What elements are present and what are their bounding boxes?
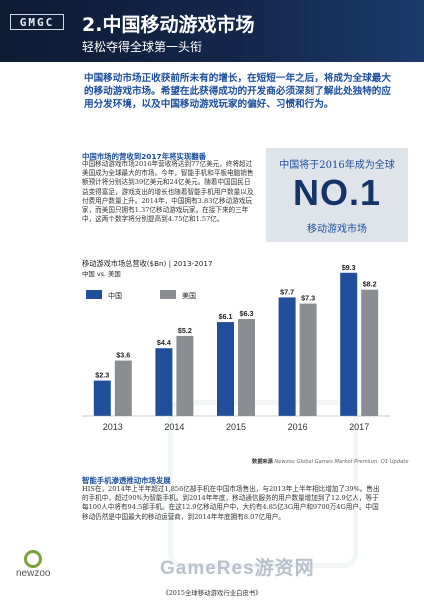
stat-callout-box: 中国将于2016年成为全球 NO.1 移动游戏市场 — [266, 148, 408, 242]
stat-lead-text: 中国将于2016年成为全球 — [279, 160, 395, 171]
bar-2017-0 — [340, 272, 358, 416]
smartphone-body: HIS在，2014年上半年超过1,856亿部手机在中国市场售出，与2013年上半… — [82, 485, 380, 521]
section-title: 2.中国移动游戏市场 — [82, 14, 255, 36]
x-tick-label-2017: 2017 — [349, 422, 369, 432]
x-tick-label-2015: 2015 — [226, 422, 246, 432]
header-band: GMGC 2.中国移动游戏市场 轻松夺得全球第一头衔 — [0, 0, 424, 62]
newzoo-brand: newzoo — [16, 568, 51, 579]
chart-title: 移动游戏市场总营收($Bn) | 2013-2017 — [82, 259, 213, 268]
bar-value-label-2016-0: $7.7 — [280, 287, 294, 296]
bar-2014-0 — [155, 348, 173, 416]
bar-value-label-2016-1: $7.3 — [301, 294, 315, 303]
bar-2016-1 — [299, 303, 317, 416]
source-text: Newzoo Global Games Market Premium, Q1 U… — [274, 459, 409, 465]
revenue-bar-chart: 中国 美国 $2.3 $3.6 2013 $4.4 $5.2 2014 $6.1 $6.3 2015… — [82, 263, 390, 432]
smartphone-heading: 智能手机渗透推动市场发展 — [82, 476, 171, 485]
bar-2016-0 — [278, 297, 296, 416]
bar-2015-1 — [238, 318, 255, 416]
newzoo-logo-icon — [24, 550, 42, 568]
bar-2013-1 — [114, 360, 132, 416]
gmgc-logo: GMGC — [10, 14, 64, 30]
source-label: 数据来源 — [252, 459, 273, 465]
bar-2015-0 — [217, 322, 234, 416]
stat-number-one: NO.1 — [292, 172, 382, 213]
bar-2017-1 — [361, 289, 379, 416]
chart-source: 数据来源 Newzoo Global Games Market Premium,… — [252, 458, 409, 465]
legend-swatch-0 — [86, 290, 102, 299]
x-tick-label-2013: 2013 — [103, 422, 123, 432]
legend-label-1: 美国 — [182, 291, 196, 300]
bar-value-label-2017-1: $8.2 — [363, 280, 377, 289]
bar-2014-1 — [176, 335, 194, 416]
bar-value-label-2013-1: $3.6 — [116, 351, 130, 360]
watermark: GameRes游资网 — [160, 558, 315, 579]
bar-value-label-2013-0: $2.3 — [95, 371, 109, 380]
bar-value-label-2015-1: $6.3 — [240, 309, 254, 318]
bar-value-label-2014-1: $5.2 — [178, 326, 192, 335]
footer-title: 《2015全球移动游戏行业白皮书》 — [162, 589, 262, 597]
revenue-body: 中国移动游戏市场2016年营收将达到77亿美元，终将超过美国成为全球最大的市场。… — [82, 160, 254, 224]
intro-paragraph: 中国移动市场正收获前所未有的增长，在短短一年之后，将成为全球最大的移动游戏市场。… — [84, 73, 391, 111]
chart-subtitle: 中国 vs. 美国 — [82, 270, 121, 278]
bar-2013-0 — [93, 380, 111, 416]
revenue-heading: 中国市场的营收到2017年将实现翻番 — [82, 152, 207, 161]
bar-value-label-2014-0: $4.4 — [157, 338, 171, 347]
bar-value-label-2017-0: $9.3 — [342, 263, 356, 272]
stat-tail-text: 移动游戏市场 — [307, 224, 367, 235]
x-tick-label-2016: 2016 — [288, 422, 308, 432]
legend-label-0: 中国 — [108, 291, 122, 300]
x-tick-label-2014: 2014 — [164, 422, 184, 432]
bar-value-label-2015-0: $6.1 — [219, 312, 233, 321]
section-subtitle: 轻松夺得全球第一头衔 — [82, 40, 203, 54]
legend-swatch-1 — [160, 290, 176, 299]
phone-background-graphic — [168, 400, 358, 568]
